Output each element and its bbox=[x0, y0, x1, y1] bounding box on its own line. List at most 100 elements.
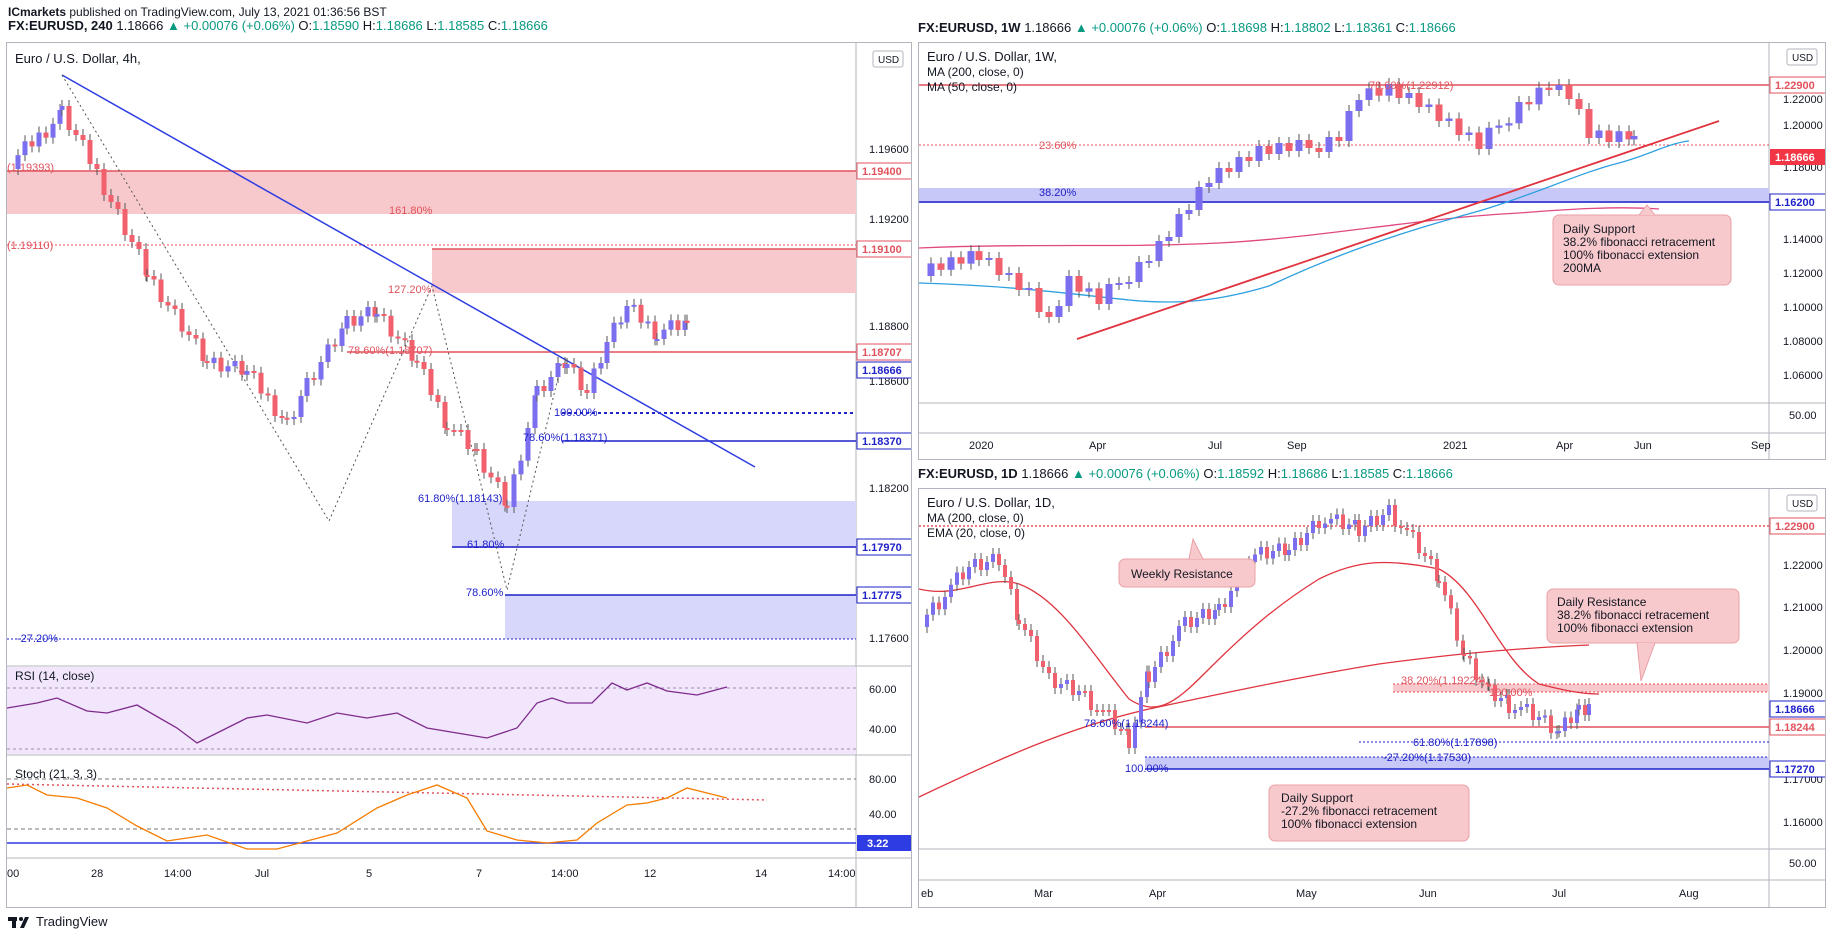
w1-price-tag: 1.22900 bbox=[1775, 80, 1815, 92]
candle-body bbox=[94, 164, 100, 169]
candle-body bbox=[1293, 538, 1297, 550]
w1-price-tick: 1.10000 bbox=[1783, 302, 1823, 314]
d1-chart-panel[interactable]: 38.20%(1.19224) 100.00% 78.60%(1.18244) … bbox=[918, 488, 1826, 908]
d1-price-tag: 1.18244 bbox=[1775, 722, 1816, 734]
candle-body bbox=[1065, 680, 1069, 684]
candle-body bbox=[532, 395, 538, 428]
candle-body bbox=[1083, 691, 1087, 693]
candle-body bbox=[458, 430, 464, 432]
w1-price-tick: 1.08000 bbox=[1783, 336, 1823, 348]
candle-body bbox=[1587, 704, 1591, 715]
candle-body bbox=[351, 316, 357, 326]
candle-body bbox=[272, 395, 278, 416]
candle-body bbox=[1189, 617, 1193, 627]
candle-body bbox=[1015, 589, 1019, 620]
candle-body bbox=[165, 302, 171, 306]
h4-time-label: 14 bbox=[755, 868, 767, 880]
candle-body bbox=[937, 602, 941, 610]
d1-ma200-line bbox=[919, 644, 1590, 798]
w1-time-label: 2020 bbox=[969, 440, 993, 452]
h4-resistance-zone-2 bbox=[432, 249, 856, 293]
d1-callout-line: Daily Resistance bbox=[1557, 595, 1647, 609]
candle-body bbox=[318, 362, 324, 380]
h4-price-tick: 1.17600 bbox=[869, 633, 909, 645]
d1-header: FX:EURUSD, 1D 1.18666 ▲ +0.00076 (+0.06%… bbox=[918, 466, 1453, 481]
candle-body bbox=[1347, 524, 1351, 529]
candle-body bbox=[584, 390, 590, 393]
candle-body bbox=[1277, 543, 1281, 551]
candle-body bbox=[1525, 102, 1533, 105]
d1-price-tag: 1.22900 bbox=[1775, 521, 1815, 533]
d1-currency-button[interactable]: USD bbox=[1792, 499, 1813, 510]
candle-body bbox=[979, 559, 983, 570]
candle-body bbox=[1207, 609, 1211, 619]
h4-time-label: Jul bbox=[255, 868, 269, 880]
candle-body bbox=[451, 430, 457, 432]
candle-body bbox=[991, 554, 995, 562]
h4-trendline bbox=[61, 74, 756, 468]
candle-body bbox=[365, 307, 371, 317]
w1-chart-svg[interactable]: 78.60%(1.22912) 23.60% 38.20% Daily Supp… bbox=[919, 43, 1826, 460]
candle-body bbox=[304, 378, 310, 396]
h4-chart-svg[interactable]: (1.19393) 161.80% (1.19110) 127.20% 78.6… bbox=[7, 43, 912, 908]
h4-change-arrow-icon: ▲ bbox=[167, 18, 180, 33]
w1-time-label: Sep bbox=[1287, 440, 1307, 452]
candle-body bbox=[1335, 137, 1343, 141]
candle-body bbox=[1195, 187, 1203, 210]
w1-currency-button[interactable]: USD bbox=[1792, 53, 1813, 64]
candle-body bbox=[937, 263, 945, 270]
candle-body bbox=[1225, 168, 1233, 172]
candle-body bbox=[239, 361, 245, 375]
d1-low: 1.18585 bbox=[1342, 466, 1390, 481]
candle-body bbox=[200, 338, 206, 361]
h4-fib-label: 78.60% bbox=[466, 587, 504, 599]
w1-symbol: FX:EURUSD, 1W bbox=[918, 20, 1021, 35]
candle-body bbox=[1486, 682, 1490, 685]
candle-body bbox=[1329, 519, 1333, 524]
candle-body bbox=[488, 472, 494, 478]
h4-price: 1.18666 bbox=[116, 18, 164, 33]
candle-body bbox=[591, 368, 597, 393]
candle-body bbox=[1055, 306, 1063, 317]
candle-body bbox=[1355, 100, 1363, 111]
candle-body bbox=[1255, 146, 1263, 161]
candle-body bbox=[1525, 704, 1529, 707]
h4-currency-button[interactable]: USD bbox=[878, 55, 899, 66]
h4-stoch-line bbox=[7, 784, 728, 850]
candle-body bbox=[1505, 123, 1513, 126]
h4-time-label: 14:00 bbox=[551, 868, 579, 880]
d1-chart-svg[interactable]: 38.20%(1.19224) 100.00% 78.60%(1.18244) … bbox=[919, 489, 1826, 908]
h4-time-label: 5 bbox=[366, 868, 372, 880]
footer-brand[interactable]: TradingView bbox=[36, 914, 108, 929]
h4-chart-panel[interactable]: (1.19393) 161.80% (1.19110) 127.20% 78.6… bbox=[6, 42, 912, 908]
h4-time-label: 7 bbox=[476, 868, 482, 880]
candle-body bbox=[1455, 608, 1459, 641]
candle-body bbox=[1493, 685, 1497, 701]
candle-body bbox=[1223, 604, 1227, 607]
candle-body bbox=[1065, 276, 1073, 306]
candle-body bbox=[1265, 547, 1269, 559]
candle-body bbox=[1265, 146, 1273, 154]
candle-body bbox=[1543, 715, 1547, 718]
h4-price-tick: 1.19600 bbox=[869, 144, 909, 156]
h4-fib-label: (1.19393) bbox=[7, 162, 54, 174]
h4-price-tag: 1.19100 bbox=[862, 244, 902, 256]
candle-body bbox=[1295, 140, 1303, 151]
h4-open: 1.18590 bbox=[312, 18, 360, 33]
candle-body bbox=[995, 258, 1003, 275]
candle-body bbox=[967, 251, 975, 264]
candle-body bbox=[611, 322, 617, 342]
candle-body bbox=[957, 257, 965, 264]
publisher-name[interactable]: ICmarkets bbox=[8, 5, 67, 19]
w1-open: 1.18698 bbox=[1219, 20, 1267, 35]
candle-body bbox=[1437, 581, 1441, 583]
candle-body bbox=[1353, 520, 1357, 525]
w1-chart-panel[interactable]: 78.60%(1.22912) 23.60% 38.20% Daily Supp… bbox=[918, 42, 1826, 460]
candle-body bbox=[1519, 707, 1523, 710]
h4-header: FX:EURUSD, 240 1.18666 ▲ +0.00076 (+0.06… bbox=[8, 18, 548, 33]
h4-time-label: 12 bbox=[644, 868, 656, 880]
footer: TradingView bbox=[8, 914, 108, 929]
candle-body bbox=[279, 416, 285, 418]
candle-body bbox=[465, 430, 471, 449]
candle-body bbox=[495, 477, 501, 482]
